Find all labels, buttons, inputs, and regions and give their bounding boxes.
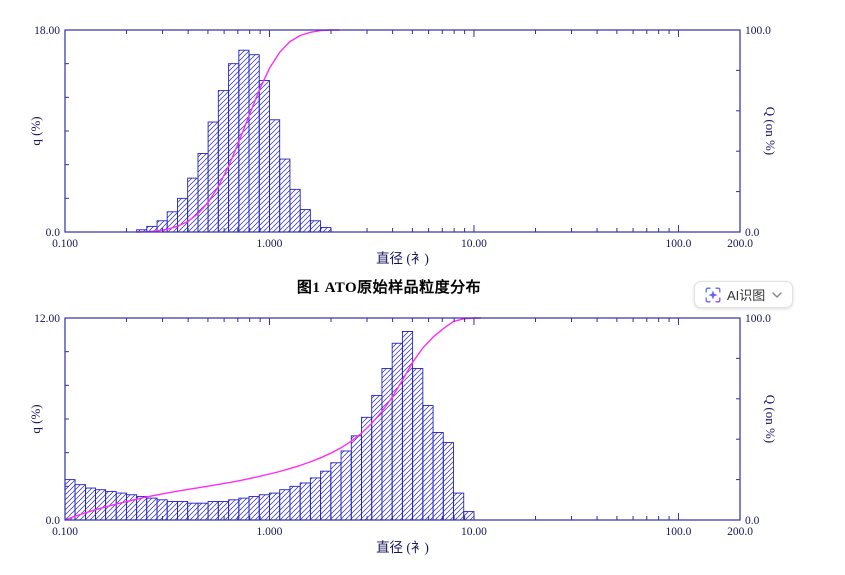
y-right-tick-label: 0.0 — [745, 515, 760, 527]
y-left-tick-label: 18.00 — [34, 25, 60, 37]
histogram-bar — [463, 511, 475, 521]
histogram-bar — [269, 119, 281, 233]
ai-recognize-button[interactable]: AI识图 — [694, 281, 794, 308]
histogram-bar — [146, 497, 158, 521]
histogram-bar — [248, 54, 260, 233]
histogram-bar — [350, 435, 362, 521]
histogram-bar — [187, 177, 199, 233]
cumulative-curve — [136, 29, 340, 233]
axis-ticks — [64, 30, 741, 232]
y-right-axis-title: Q (on %) — [763, 107, 778, 155]
histogram-bar — [309, 220, 322, 233]
x-tick-label: 1.000 — [257, 238, 283, 250]
chart-ato-original-particle-size-distribution: 0.100 1.000 10.00 100.0 200.0 18.00 0.0 100.0 0.… — [28, 25, 778, 266]
histogram-bar — [289, 188, 301, 233]
histogram-bar — [453, 492, 465, 521]
histogram-bar — [217, 501, 230, 521]
chevron-down-icon — [772, 291, 782, 298]
x-tick-label: 1.000 — [257, 526, 283, 538]
histogram-bar — [248, 495, 260, 521]
x-axis-title: 直径 (衤) — [376, 251, 429, 266]
histogram-bar — [136, 495, 148, 521]
x-tick-label: 200.0 — [727, 238, 753, 250]
histogram-bar — [391, 342, 403, 521]
histogram-bar — [85, 487, 96, 521]
histogram-bar — [340, 450, 352, 521]
histogram-bar — [432, 432, 444, 521]
y-right-axis-title: Q (on %) — [763, 395, 778, 443]
histogram-bar — [187, 502, 199, 521]
histogram-bar — [228, 499, 240, 521]
histogram-bar — [442, 442, 454, 521]
histogram-bar — [401, 331, 414, 521]
x-tick-label: 0.100 — [52, 238, 78, 250]
y-left-axis-title: q (%) — [28, 404, 43, 433]
histogram-bar — [177, 197, 189, 233]
plot-frame — [64, 29, 741, 233]
x-tick-label: 100.0 — [666, 238, 692, 250]
histogram-bar — [207, 501, 219, 521]
cumulative-curve — [64, 317, 481, 521]
histogram-bar — [95, 489, 107, 521]
histogram-bars — [136, 49, 332, 233]
histogram-bar — [422, 405, 434, 521]
histogram-bar — [279, 158, 291, 233]
histogram-bar — [177, 501, 189, 521]
histogram-bar — [197, 502, 209, 521]
histogram-bars — [64, 331, 475, 521]
histogram-bar — [381, 368, 393, 521]
y-left-axis-title: q (%) — [28, 116, 43, 145]
x-tick-label: 200.0 — [727, 526, 753, 538]
histogram-bar — [238, 497, 250, 521]
histogram-bar — [258, 494, 270, 521]
histogram-bar — [309, 477, 322, 521]
histogram-bar — [289, 485, 301, 521]
histogram-bar — [330, 462, 342, 521]
y-left-tick-label: 0.0 — [46, 515, 61, 527]
histogram-bar — [412, 368, 424, 521]
figure-caption: 图1 ATO原始样品粒度分布 — [296, 280, 482, 296]
histogram-bar — [320, 470, 332, 521]
histogram-bar — [269, 492, 281, 521]
ai-button-label: AI识图 — [727, 288, 766, 303]
histogram-bar — [217, 90, 230, 233]
y-right-tick-label: 100.0 — [745, 313, 771, 325]
y-right-tick-label: 0.0 — [745, 227, 760, 239]
histogram-bar — [238, 49, 250, 233]
histogram-bar — [299, 209, 311, 233]
histogram-bar — [126, 494, 138, 521]
x-tick-label: 10.00 — [461, 526, 487, 538]
histogram-bar — [361, 416, 373, 521]
histogram-bar — [64, 479, 76, 521]
histogram-bar — [279, 489, 291, 521]
histogram-bar — [166, 501, 178, 521]
histogram-bar — [228, 63, 240, 233]
ai-sparkle-scan-icon — [705, 287, 721, 303]
histogram-bar — [299, 482, 311, 521]
x-tick-label: 100.0 — [666, 526, 692, 538]
chart-ato-milled-particle-size-distribution: 0.100 1.000 10.00 100.0 200.0 12.00 0.0 100.0 0.… — [28, 313, 778, 555]
y-left-tick-label: 0.0 — [46, 227, 61, 239]
x-tick-label: 10.00 — [461, 238, 487, 250]
histogram-bar — [207, 121, 219, 233]
x-tick-label: 0.100 — [52, 526, 78, 538]
histogram-bar — [258, 80, 270, 233]
x-axis-title: 直径 (衤) — [376, 540, 429, 555]
histogram-bar — [115, 492, 128, 521]
histogram-bar — [320, 227, 332, 233]
y-right-tick-label: 100.0 — [745, 25, 771, 37]
y-left-tick-label: 12.00 — [34, 313, 60, 325]
axis-ticks — [64, 318, 741, 520]
histogram-bar — [197, 152, 209, 233]
